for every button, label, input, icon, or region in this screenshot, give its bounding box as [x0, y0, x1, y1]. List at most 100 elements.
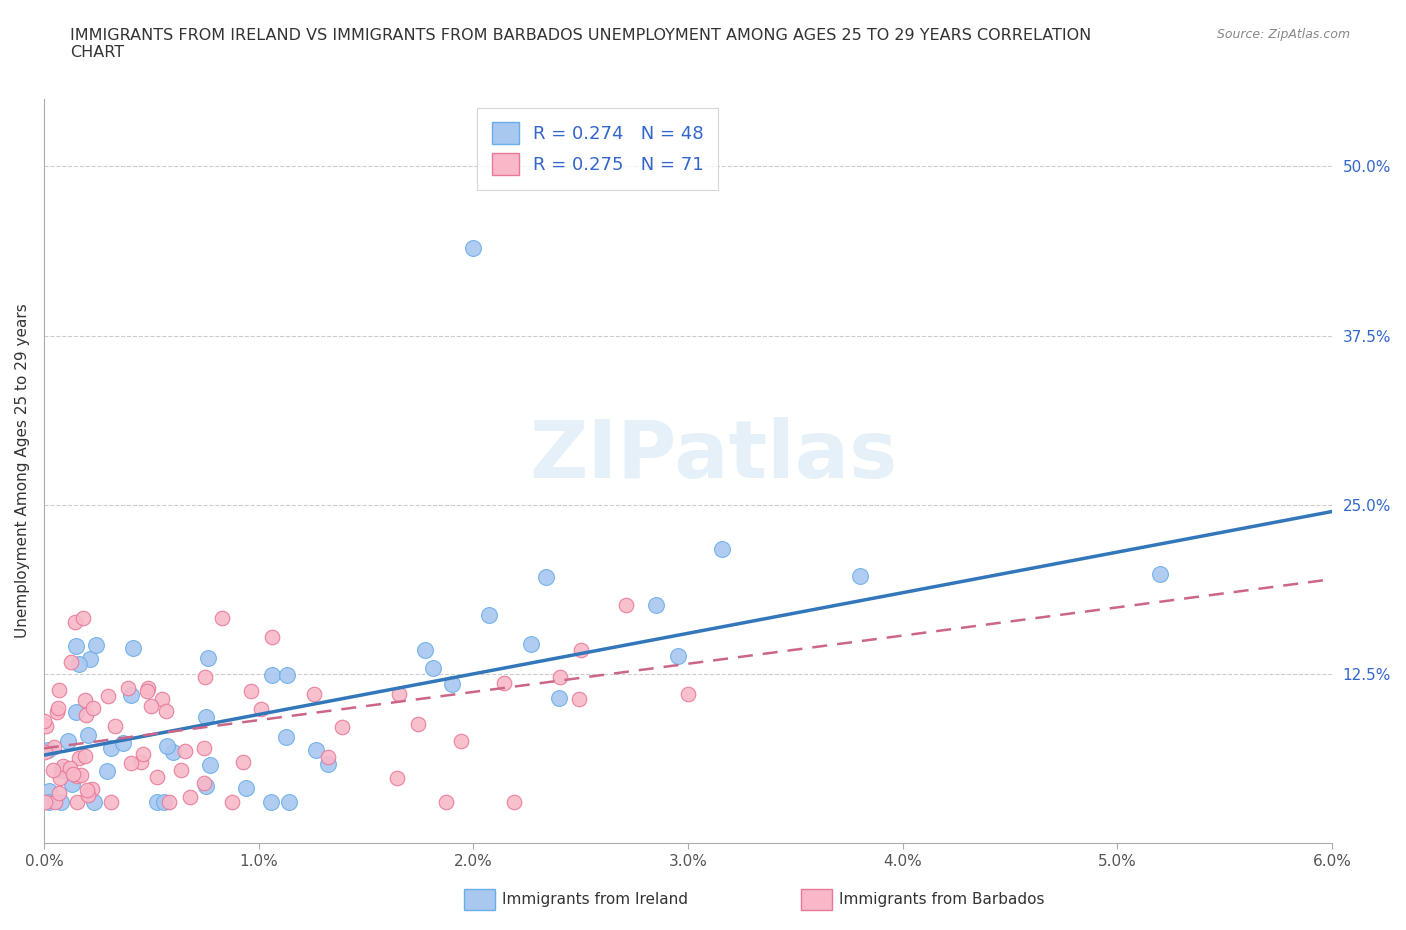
Point	[63, 614, 86, 629]
Point	[34, 744, 56, 759]
Text: Immigrants from Ireland: Immigrants from Ireland	[502, 892, 688, 907]
Point	[82, 700, 104, 715]
Legend: R = 0.274   N = 48, R = 0.275   N = 71: R = 0.274 N = 48, R = 0.275 N = 71	[477, 108, 718, 190]
Point	[42, 739, 65, 754]
Point	[422, 660, 444, 675]
Point	[65, 705, 87, 720]
Point	[232, 754, 254, 769]
Point	[67, 657, 90, 671]
Point	[274, 730, 297, 745]
Point	[276, 668, 298, 683]
Point	[111, 736, 134, 751]
Point	[235, 781, 257, 796]
Point	[434, 795, 457, 810]
Point	[51, 795, 73, 810]
Point	[318, 756, 340, 771]
Point	[45, 705, 67, 720]
Point	[66, 795, 89, 810]
Point	[42, 763, 65, 777]
Point	[76, 787, 98, 802]
Point	[666, 648, 689, 663]
Point	[139, 698, 162, 713]
Point	[645, 598, 668, 613]
Point	[79, 652, 101, 667]
Point	[463, 240, 485, 255]
Point	[568, 691, 591, 706]
Point	[534, 570, 557, 585]
Point	[197, 650, 219, 665]
Point	[278, 795, 301, 810]
Point	[260, 668, 283, 683]
Point	[316, 749, 339, 764]
Point	[174, 743, 197, 758]
Point	[117, 680, 139, 695]
Point	[710, 542, 733, 557]
Point	[150, 692, 173, 707]
Point	[548, 690, 571, 705]
Point	[100, 740, 122, 755]
Point	[72, 611, 94, 626]
Point	[200, 758, 222, 773]
Point	[305, 743, 328, 758]
Text: IMMIGRANTS FROM IRELAND VS IMMIGRANTS FROM BARBADOS UNEMPLOYMENT AMONG AGES 25 T: IMMIGRANTS FROM IRELAND VS IMMIGRANTS FR…	[70, 28, 1091, 60]
Point	[614, 598, 637, 613]
Point	[38, 784, 60, 799]
Point	[51, 763, 73, 777]
Point	[157, 795, 180, 810]
Point	[385, 770, 408, 785]
Point	[146, 795, 169, 810]
Point	[60, 655, 83, 670]
Text: Immigrants from Barbados: Immigrants from Barbados	[839, 892, 1045, 907]
Point	[59, 761, 82, 776]
Point	[194, 778, 217, 793]
Point	[193, 776, 215, 790]
Point	[136, 681, 159, 696]
Point	[75, 708, 97, 723]
Point	[44, 795, 66, 810]
Point	[440, 677, 463, 692]
Point	[450, 733, 472, 748]
Point	[73, 748, 96, 763]
Point	[97, 688, 120, 703]
Point	[194, 669, 217, 684]
Point	[848, 569, 870, 584]
Point	[48, 785, 70, 800]
Point	[34, 795, 56, 810]
Text: Source: ZipAtlas.com: Source: ZipAtlas.com	[1216, 28, 1350, 41]
Point	[153, 795, 176, 810]
Point	[221, 795, 243, 810]
Point	[35, 719, 58, 734]
Point	[60, 777, 83, 791]
Text: ZIPatlas: ZIPatlas	[530, 417, 898, 495]
Point	[194, 710, 217, 724]
Point	[250, 701, 273, 716]
Point	[676, 686, 699, 701]
Point	[494, 675, 516, 690]
Point	[76, 728, 98, 743]
Point	[66, 769, 89, 784]
Point	[58, 734, 80, 749]
Point	[120, 687, 142, 702]
Point	[162, 745, 184, 760]
Point	[239, 684, 262, 698]
Point	[65, 638, 87, 653]
Point	[193, 740, 215, 755]
Point	[170, 763, 193, 777]
Point	[49, 771, 72, 786]
Point	[46, 700, 69, 715]
Point	[550, 670, 572, 684]
Point	[84, 638, 107, 653]
Point	[69, 767, 91, 782]
Point	[330, 720, 353, 735]
Point	[259, 795, 281, 810]
Point	[569, 643, 592, 658]
Point	[520, 636, 543, 651]
Point	[34, 713, 56, 728]
Point	[104, 719, 127, 734]
Point	[132, 747, 155, 762]
Point	[262, 630, 284, 644]
Point	[155, 704, 177, 719]
Point	[120, 756, 142, 771]
Point	[408, 717, 430, 732]
Point	[96, 764, 118, 778]
